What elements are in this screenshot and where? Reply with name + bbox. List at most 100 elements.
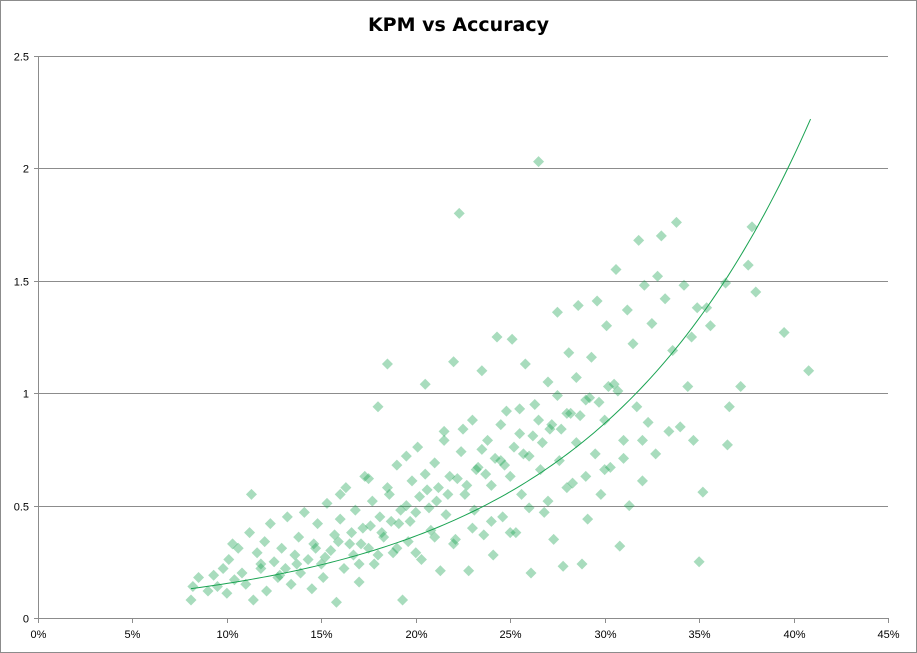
data-point xyxy=(601,320,613,332)
data-point xyxy=(185,594,197,606)
data-point xyxy=(247,594,259,606)
data-point xyxy=(344,538,356,550)
data-point xyxy=(315,558,327,570)
data-point xyxy=(227,538,239,550)
data-point xyxy=(720,277,732,289)
data-point xyxy=(504,470,516,482)
data-point xyxy=(508,441,520,453)
data-point xyxy=(723,401,735,413)
data-point xyxy=(491,331,503,343)
data-point xyxy=(500,405,512,417)
chart-title: KPM vs Accuracy xyxy=(367,14,550,36)
data-point xyxy=(599,414,611,426)
data-point xyxy=(659,293,671,305)
data-point xyxy=(412,441,424,453)
data-point xyxy=(285,578,297,590)
data-point xyxy=(693,556,705,568)
data-point xyxy=(506,333,518,345)
data-point xyxy=(650,448,662,460)
data-point xyxy=(593,396,605,408)
data-point xyxy=(372,549,384,561)
data-point xyxy=(451,473,463,485)
data-point xyxy=(381,358,393,370)
data-point xyxy=(555,423,567,435)
data-point xyxy=(466,414,478,426)
data-point xyxy=(383,488,395,500)
data-point xyxy=(438,425,450,437)
x-tick-label: 45% xyxy=(877,629,899,641)
data-point xyxy=(393,518,405,530)
data-point xyxy=(529,398,541,410)
data-point xyxy=(567,477,579,489)
data-point xyxy=(325,545,337,557)
data-point xyxy=(255,558,267,570)
data-point xyxy=(687,434,699,446)
data-point xyxy=(536,437,548,449)
data-point xyxy=(546,419,558,431)
data-point xyxy=(614,540,626,552)
data-point xyxy=(306,583,318,595)
data-point xyxy=(525,567,537,579)
data-point xyxy=(308,538,320,550)
data-point xyxy=(735,380,747,392)
data-point xyxy=(414,491,426,503)
data-point xyxy=(533,414,545,426)
data-point xyxy=(366,495,378,507)
data-point xyxy=(310,542,322,554)
data-point xyxy=(255,563,267,575)
data-point xyxy=(542,376,554,388)
data-point xyxy=(385,515,397,527)
data-point xyxy=(576,558,588,570)
data-point xyxy=(561,482,573,494)
data-point xyxy=(357,522,369,534)
data-point xyxy=(415,554,427,566)
data-point xyxy=(557,560,569,572)
data-point xyxy=(329,529,341,541)
data-point xyxy=(455,446,467,458)
data-point xyxy=(221,587,233,599)
data-point xyxy=(574,410,586,422)
data-point xyxy=(279,563,291,575)
data-point xyxy=(419,378,431,390)
axes xyxy=(34,56,889,623)
data-point xyxy=(274,569,286,581)
data-point xyxy=(346,527,358,539)
data-point xyxy=(466,522,478,534)
data-point xyxy=(444,470,456,482)
data-points xyxy=(185,156,815,608)
data-point xyxy=(548,533,560,545)
data-point xyxy=(561,407,573,419)
data-point xyxy=(463,565,475,577)
data-point xyxy=(476,443,488,455)
data-point xyxy=(534,464,546,476)
data-point xyxy=(363,473,375,485)
data-point xyxy=(538,506,550,518)
data-point xyxy=(334,513,346,525)
data-point xyxy=(312,518,324,530)
data-point xyxy=(429,457,441,469)
data-point xyxy=(338,563,350,575)
data-point xyxy=(533,156,545,168)
data-point xyxy=(485,515,497,527)
data-point xyxy=(674,421,686,433)
data-point xyxy=(387,547,399,559)
data-point xyxy=(429,531,441,543)
data-point xyxy=(516,488,528,500)
data-point xyxy=(497,511,509,523)
data-point xyxy=(604,461,616,473)
data-point xyxy=(527,430,539,442)
data-point xyxy=(667,344,679,356)
data-point xyxy=(461,479,473,491)
data-point xyxy=(236,567,248,579)
data-point xyxy=(563,347,575,359)
data-point xyxy=(470,464,482,476)
data-point xyxy=(459,488,471,500)
x-tick-label: 0% xyxy=(31,629,47,641)
data-point xyxy=(374,511,386,523)
data-point xyxy=(519,358,531,370)
data-point xyxy=(523,450,535,462)
data-point xyxy=(472,461,484,473)
data-point xyxy=(268,556,280,568)
data-point xyxy=(391,542,403,554)
